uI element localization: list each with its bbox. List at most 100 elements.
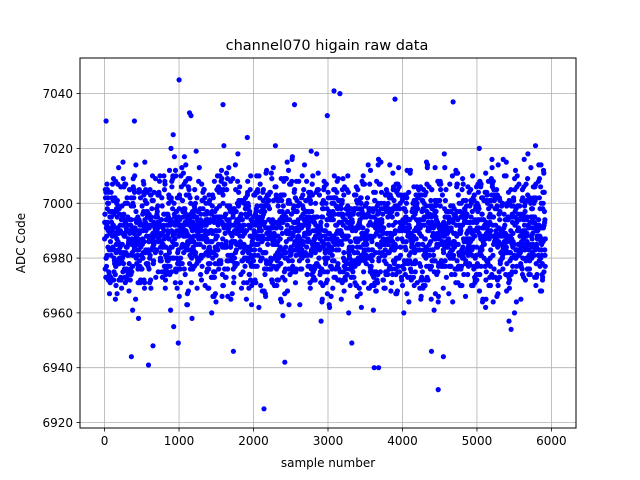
- data-point: [301, 187, 307, 193]
- data-point: [357, 291, 363, 297]
- data-point: [334, 189, 340, 195]
- data-point: [423, 189, 429, 195]
- data-points: [102, 77, 548, 412]
- data-point: [287, 200, 293, 206]
- data-point: [391, 197, 397, 204]
- data-point: [113, 282, 119, 289]
- data-point: [385, 200, 391, 206]
- data-point: [171, 200, 177, 206]
- data-point: [410, 274, 417, 280]
- data-point: [168, 195, 174, 201]
- data-point: [477, 271, 483, 278]
- x-tick-label: 3000: [313, 434, 344, 448]
- data-point: [245, 178, 251, 184]
- data-point: [202, 195, 208, 201]
- data-point: [471, 266, 477, 272]
- data-point: [511, 197, 517, 204]
- data-point: [297, 302, 303, 308]
- data-point: [315, 170, 321, 176]
- data-point: [364, 200, 370, 206]
- data-point: [341, 250, 347, 256]
- data-point: [407, 167, 413, 173]
- data-point: [111, 277, 117, 283]
- data-point: [332, 211, 338, 217]
- data-point: [126, 261, 132, 267]
- data-point: [161, 228, 167, 234]
- data-point: [173, 241, 179, 247]
- data-point: [323, 181, 329, 187]
- data-point: [392, 228, 398, 234]
- data-point: [136, 187, 142, 193]
- data-point: [252, 247, 258, 253]
- data-point: [135, 315, 142, 321]
- data-point: [432, 258, 438, 264]
- data-point: [285, 208, 291, 215]
- data-point: [316, 192, 322, 198]
- data-point: [438, 187, 444, 193]
- data-point: [106, 200, 112, 206]
- data-point: [106, 291, 113, 297]
- data-point: [258, 282, 264, 289]
- data-point: [194, 195, 200, 201]
- data-point: [350, 269, 356, 275]
- data-point: [455, 241, 461, 247]
- data-point: [324, 113, 330, 119]
- data-point: [182, 206, 188, 212]
- data-point: [414, 280, 420, 286]
- data-point: [397, 252, 404, 258]
- data-point: [523, 181, 529, 187]
- data-point: [396, 165, 402, 171]
- data-point: [284, 159, 290, 165]
- data-point: [131, 203, 137, 209]
- data-point: [460, 181, 466, 187]
- data-point: [176, 293, 182, 299]
- data-point: [241, 222, 247, 228]
- data-point: [525, 176, 531, 182]
- data-point: [430, 247, 436, 253]
- data-point: [534, 241, 540, 247]
- data-point: [525, 151, 531, 157]
- data-point: [439, 239, 446, 245]
- data-point: [141, 239, 147, 245]
- data-point: [348, 239, 354, 245]
- data-point: [364, 228, 370, 234]
- data-point: [130, 307, 136, 313]
- data-point: [219, 176, 225, 182]
- data-point: [286, 258, 292, 264]
- data-point: [534, 271, 540, 278]
- data-point: [542, 236, 548, 242]
- data-point: [130, 263, 136, 269]
- data-point: [171, 324, 177, 330]
- data-point: [262, 271, 268, 278]
- data-point: [314, 214, 320, 220]
- data-point: [268, 258, 274, 264]
- data-point: [277, 236, 283, 242]
- data-point: [119, 285, 125, 291]
- data-point: [102, 211, 108, 217]
- data-point: [200, 206, 206, 212]
- data-point: [151, 239, 157, 245]
- data-point: [278, 299, 285, 305]
- data-point: [187, 176, 193, 182]
- x-tick-label: 5000: [462, 434, 493, 448]
- data-point: [139, 266, 145, 272]
- data-point: [147, 252, 153, 258]
- data-point: [439, 192, 445, 198]
- data-point: [108, 189, 114, 195]
- data-point: [181, 266, 187, 272]
- data-point: [168, 269, 175, 275]
- data-point: [150, 197, 156, 204]
- data-point: [394, 211, 400, 217]
- data-point: [529, 236, 535, 242]
- data-point: [147, 187, 153, 193]
- data-point: [131, 118, 137, 124]
- data-point: [142, 280, 148, 286]
- data-point: [455, 192, 461, 198]
- data-point: [461, 271, 467, 278]
- data-point: [506, 318, 512, 324]
- data-point: [329, 252, 335, 258]
- data-point: [120, 159, 126, 165]
- y-tick-label: 7040: [42, 87, 73, 101]
- data-point: [358, 304, 364, 310]
- data-point: [428, 197, 434, 204]
